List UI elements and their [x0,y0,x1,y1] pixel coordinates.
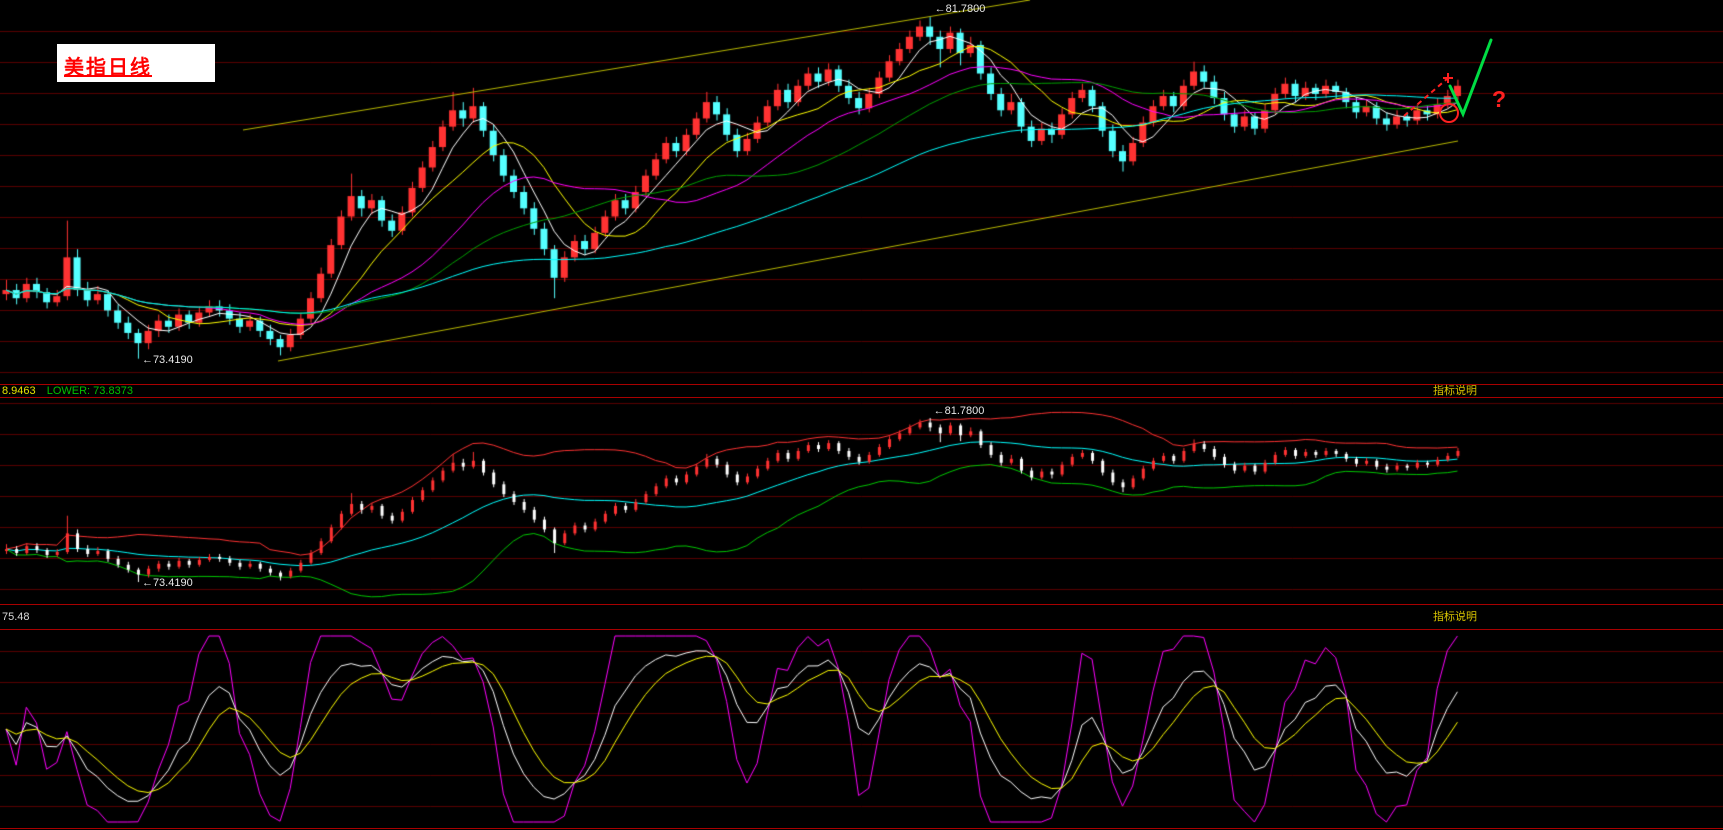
question-mark-annotation[interactable]: ? [1492,86,1507,112]
panel-divider [0,629,1723,630]
panel-divider [0,397,1723,398]
boll-upper-value: 8.9463 [2,385,36,397]
boll-lower-value: LOWER: 73.8373 [46,385,133,397]
kdj-indicator-header: 75.48 指标说明 [0,611,1723,624]
kdj-chart[interactable] [0,630,1723,828]
boll-header-values: 8.9463 LOWER: 73.8373 [2,385,141,398]
panel-divider [0,604,1723,605]
panel-divider [0,828,1723,829]
boll-price-low-label: ←73.4190 [141,577,193,590]
main-price-chart[interactable] [0,0,1723,384]
chart-title: 美指日线 [64,57,152,79]
kdj-value: 75.48 [2,611,30,623]
boll-price-high-label: ←81.7800 [933,405,985,417]
price-low-label: ←73.4190 [141,353,193,366]
panel-divider [0,384,1723,385]
boll-indicator-header: 8.9463 LOWER: 73.8373 指标说明 [0,385,1723,398]
bollinger-chart[interactable] [0,398,1723,604]
kdj-header-values: 75.48 [2,611,38,624]
chart-title-box[interactable]: 美指日线 [57,44,215,82]
kdj-indicator-help-link[interactable]: 指标说明 [1433,611,1477,623]
price-high-label: ←81.7800 [934,3,986,16]
boll-indicator-help-link[interactable]: 指标说明 [1433,385,1477,397]
